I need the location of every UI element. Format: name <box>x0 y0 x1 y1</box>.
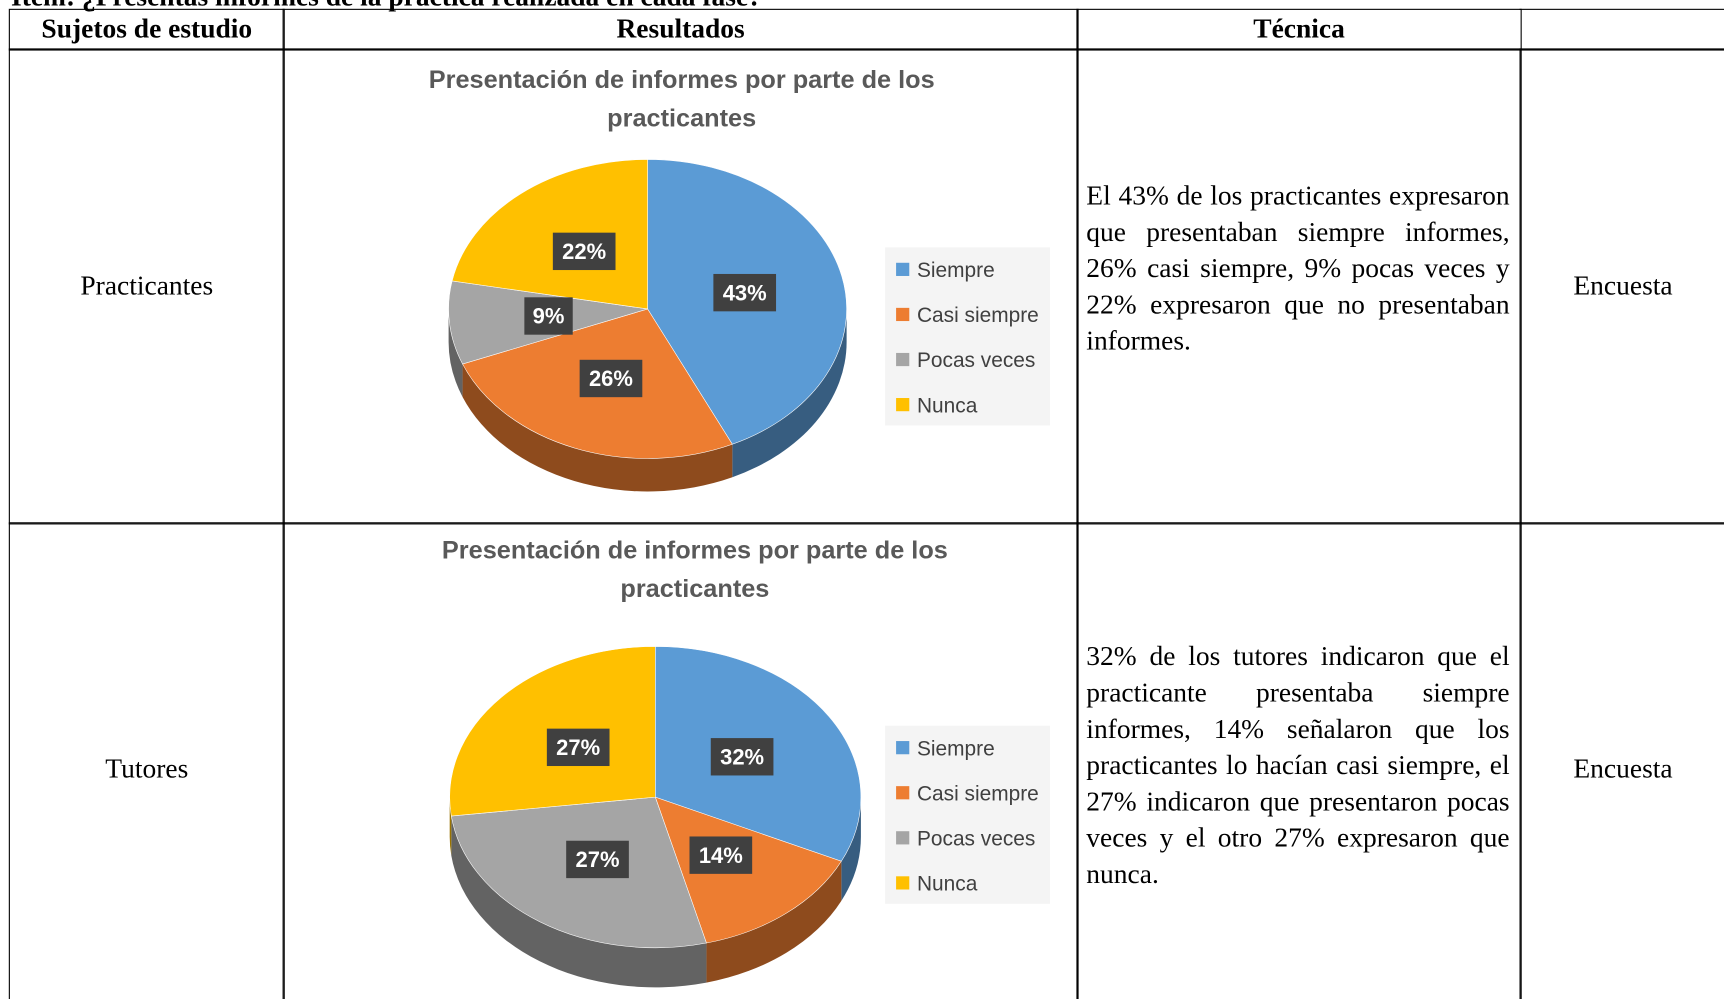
data-label: 9% <box>533 304 565 329</box>
legend-label: Nunca <box>917 394 978 417</box>
description: El 43% de los practicantes expresaron qu… <box>1086 181 1510 357</box>
data-label-box <box>579 359 643 398</box>
technique-cell: Encuesta <box>1519 48 1724 525</box>
legend-box <box>885 725 1051 904</box>
data-label-box <box>713 273 777 312</box>
legend-swatch <box>896 307 910 322</box>
pie-slice <box>451 159 648 310</box>
chart-title: Presentación de informes por parte de lo… <box>428 64 935 132</box>
legend-label: Siempre <box>917 737 995 760</box>
legend-swatch <box>896 262 910 276</box>
data-label: 32% <box>720 744 764 769</box>
chart-title: Presentación de informes por parte de lo… <box>441 535 948 603</box>
description: 32% de los tutores indicaron que el prac… <box>1086 642 1510 890</box>
pie-side <box>841 797 861 901</box>
legend-label: Casi siempre <box>917 304 1039 327</box>
legend-label: Casi siempre <box>917 782 1039 805</box>
subject-cell: Practicantes <box>8 48 285 525</box>
header-cell: Resultados <box>282 8 1079 51</box>
data-label: 27% <box>576 847 620 872</box>
chart-cell <box>282 522 1079 999</box>
chart-cell <box>282 48 1079 525</box>
data-label: 27% <box>556 735 600 760</box>
legend-swatch <box>896 398 910 412</box>
data-label-box <box>566 840 629 879</box>
data-label-box <box>546 728 610 767</box>
legend-label: Pocas veces <box>917 828 1035 851</box>
data-label-box <box>689 836 753 874</box>
description-cell <box>1076 522 1522 999</box>
legend-swatch <box>896 831 910 845</box>
legend-label: Pocas veces <box>917 349 1035 372</box>
legend-swatch <box>896 352 910 367</box>
pie-side <box>451 816 707 988</box>
pie-side <box>449 797 452 856</box>
data-label: 22% <box>562 239 606 264</box>
legend-swatch <box>896 786 910 800</box>
data-label-box <box>552 232 616 271</box>
legend-label: Nunca <box>917 873 978 896</box>
pie-side <box>448 308 463 397</box>
legend-box <box>885 247 1051 426</box>
data-label-box <box>524 297 573 335</box>
header-cell: Técnica <box>1076 8 1522 51</box>
pie-side <box>706 861 842 983</box>
description-cell <box>1076 48 1522 525</box>
data-label: 14% <box>699 843 743 868</box>
pie-side <box>462 364 733 492</box>
data-label-box <box>710 738 774 776</box>
subject-cell: Tutores <box>8 522 285 999</box>
legend-swatch <box>896 741 910 755</box>
legend-swatch <box>896 876 910 890</box>
pie-side <box>732 308 847 478</box>
pie-chart: 43% 26% 9% 22% Siempre Casi siempre Pocas vece… <box>448 159 1051 492</box>
data-label: 26% <box>589 366 633 391</box>
header-cell: Sujetos de estudio <box>8 8 285 51</box>
pie-chart: 32% 14% 27% 27% Siempre Casi siempre Pocas vec… <box>449 646 1051 988</box>
data-label: 43% <box>723 280 767 305</box>
technique-cell: Encuesta <box>1519 522 1724 999</box>
legend-label: Siempre <box>917 259 995 282</box>
header-cell <box>1519 8 1724 51</box>
